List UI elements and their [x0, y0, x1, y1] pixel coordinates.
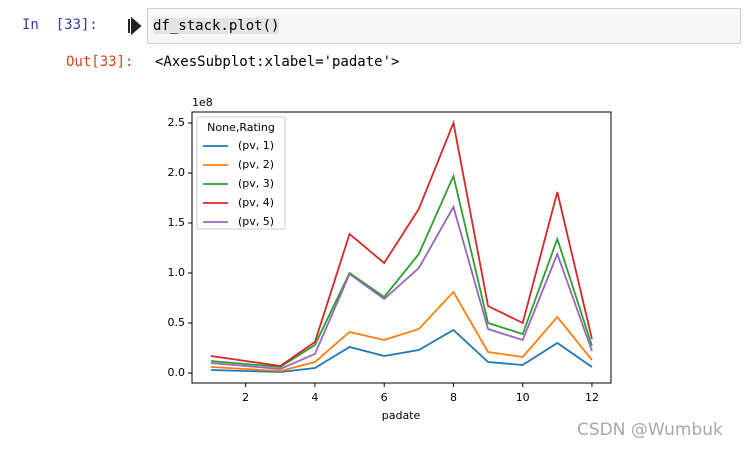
legend-label: (pv, 4) [238, 196, 274, 209]
legend-title: None,Rating [207, 121, 275, 134]
run-icon[interactable] [126, 17, 146, 37]
y-tick-label: 1.0 [168, 266, 186, 279]
output-text: <AxesSubplot:xlabel='padate'> [155, 54, 400, 70]
x-tick-label: 4 [311, 391, 318, 404]
legend-label: (pv, 5) [238, 215, 274, 228]
series-line [211, 328, 593, 373]
watermark: CSDN @Wumbuk [577, 420, 723, 440]
legend-label: (pv, 3) [238, 177, 274, 190]
x-tick-label: 8 [450, 391, 457, 404]
x-axis-label: padate [382, 409, 421, 422]
x-tick-label: 12 [585, 391, 599, 404]
legend-label: (pv, 1) [238, 139, 274, 152]
in-prompt: In [33]: [22, 17, 98, 33]
legend-label: (pv, 2) [238, 158, 274, 171]
y-tick-label: 0.5 [168, 316, 186, 329]
y-tick-label: 2.0 [168, 166, 186, 179]
x-tick-label: 6 [381, 391, 388, 404]
y-tick-label: 2.5 [168, 116, 186, 129]
y-tick-label: 0.0 [168, 366, 186, 379]
series-line [210, 119, 593, 367]
code-text: df_stack.plot() [153, 18, 280, 34]
plot-frame [191, 111, 612, 384]
series-line [210, 204, 593, 370]
out-prompt: Out[33]: [66, 54, 134, 70]
y-offset-label: 1e8 [192, 96, 213, 109]
series-line [210, 290, 593, 372]
y-tick-label: 1.5 [168, 216, 186, 229]
legend-box [196, 116, 286, 230]
x-tick-label: 2 [242, 391, 249, 404]
x-tick-label: 10 [516, 391, 530, 404]
series-line [210, 173, 593, 368]
